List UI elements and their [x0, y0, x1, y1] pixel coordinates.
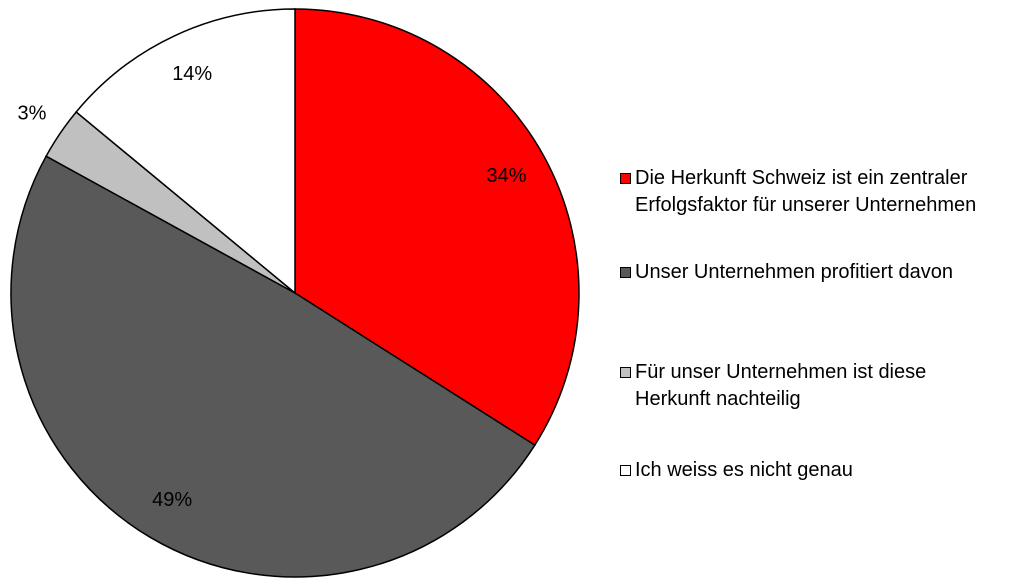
legend-label: Die Herkunft Schweiz ist ein zentraler E…: [635, 167, 977, 216]
slice-label: 3%: [17, 102, 46, 124]
legend-swatch: [620, 367, 631, 378]
legend-swatch: [620, 267, 631, 278]
pie-slice: [75, 8, 296, 295]
pie-slice: [10, 155, 536, 578]
slice-label: 14%: [172, 63, 212, 85]
legend-item: Für unser Unternehmen ist diese Herkunft…: [620, 359, 1005, 413]
slice-label: 49%: [152, 489, 192, 511]
legend-label: Unser Unternehmen profitiert davon: [635, 261, 953, 283]
pie-slice: [294, 8, 580, 447]
legend-item: Unser Unternehmen profitiert davon: [620, 259, 1005, 286]
legend-item: Die Herkunft Schweiz ist ein zentraler E…: [620, 165, 1005, 219]
slice-label: 34%: [487, 165, 527, 187]
legend-label: Für unser Unternehmen ist diese Herkunft…: [635, 361, 927, 410]
legend-swatch: [620, 465, 631, 476]
legend-label: Ich weiss es nicht genau: [635, 459, 853, 481]
legend-item: Ich weiss es nicht genau: [620, 457, 1005, 484]
legend-swatch: [620, 173, 631, 184]
